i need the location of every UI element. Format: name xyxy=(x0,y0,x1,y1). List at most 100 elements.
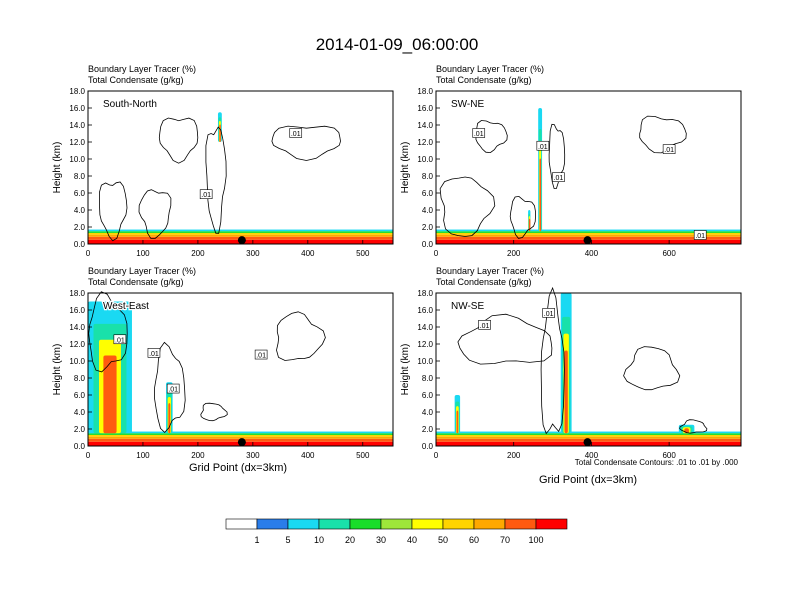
condensate-contour xyxy=(153,341,186,433)
y-tick-label: 0.0 xyxy=(74,240,86,249)
y-tick-label: 10.0 xyxy=(417,155,433,164)
tracer-plume xyxy=(168,403,171,434)
condensate-contour xyxy=(540,286,565,435)
x-tick-label: 500 xyxy=(356,249,370,258)
condensate-contour xyxy=(158,117,199,164)
tracer-plume xyxy=(528,218,531,232)
panels-layer: Boundary Layer Tracer (%)Total Condensat… xyxy=(52,64,742,460)
y-tick-label: 8.0 xyxy=(422,172,434,181)
condensate-contour xyxy=(200,402,228,422)
contour-label: .01 xyxy=(291,131,301,138)
y-tick-label: 14.0 xyxy=(69,121,85,130)
x-tick-label: 100 xyxy=(136,249,150,258)
plot-frame xyxy=(435,90,742,245)
colorbar-label: 70 xyxy=(500,535,510,545)
figure-title: 2014-01-09_06:00:00 xyxy=(316,35,479,54)
tracer-plume xyxy=(103,355,117,434)
x-axis-label-right: Grid Point (dx=3km) xyxy=(539,474,637,486)
condensate-contour xyxy=(679,419,708,434)
colorbar-label: 30 xyxy=(376,535,386,545)
panel-label: SW-NE xyxy=(451,99,484,110)
contour-label-box xyxy=(113,334,127,345)
contour-label: .01 xyxy=(149,351,159,358)
boundary-layer-band xyxy=(436,231,741,233)
y-tick-label: 18.0 xyxy=(417,87,433,96)
boundary-layer-band xyxy=(436,229,741,232)
plot-frame xyxy=(87,292,394,447)
colorbar-swatch xyxy=(504,518,537,530)
y-axis-label: Height (km) xyxy=(400,142,411,194)
y-tick-label: 18.0 xyxy=(69,289,85,298)
y-tick-label: 8.0 xyxy=(74,374,86,383)
contour-label-box xyxy=(478,319,491,330)
y-tick-label: 0.0 xyxy=(74,442,86,451)
x-tick-label: 400 xyxy=(585,451,599,460)
x-tick-label: 0 xyxy=(86,451,91,460)
y-tick-label: 18.0 xyxy=(417,289,433,298)
y-tick-label: 14.0 xyxy=(417,121,433,130)
x-tick-label: 600 xyxy=(662,451,676,460)
panel-south-north: Boundary Layer Tracer (%)Total Condensat… xyxy=(52,64,394,258)
tracer-plume xyxy=(539,158,542,232)
colorbar-swatch xyxy=(318,518,351,530)
y-tick-label: 2.0 xyxy=(74,223,86,232)
y-tick-label: 4.0 xyxy=(422,206,434,215)
x-tick-label: 500 xyxy=(356,451,370,460)
plot-frame xyxy=(87,90,394,245)
x-tick-label: 300 xyxy=(246,249,260,258)
y-tick-label: 4.0 xyxy=(422,408,434,417)
panel-label: NW-SE xyxy=(451,301,484,312)
condensate-contour xyxy=(509,195,536,239)
condensate-contour xyxy=(99,181,128,242)
condensate-contour xyxy=(88,291,128,373)
panel-label: South-North xyxy=(103,99,157,110)
x-tick-label: 200 xyxy=(507,451,521,460)
x-tick-label: 400 xyxy=(301,451,315,460)
contour-label: .01 xyxy=(201,192,211,199)
y-axis-label: Height (km) xyxy=(52,344,63,396)
x-tick-label: 200 xyxy=(191,451,205,460)
y-tick-label: 14.0 xyxy=(417,323,433,332)
boundary-layer-band xyxy=(436,431,741,434)
y-axis-label: Height (km) xyxy=(52,142,63,194)
contour-label: .01 xyxy=(256,353,266,360)
y-tick-label: 6.0 xyxy=(74,189,86,198)
boundary-layer-band xyxy=(436,232,741,235)
x-tick-label: 100 xyxy=(136,451,150,460)
y-tick-label: 6.0 xyxy=(422,391,434,400)
boundary-layer-band xyxy=(436,234,741,237)
colorbar-label: 40 xyxy=(407,535,417,545)
colorbar-swatch xyxy=(256,518,289,530)
condensate-contour xyxy=(138,189,172,239)
contour-label: .01 xyxy=(538,144,548,151)
boundary-layer-band xyxy=(436,436,741,439)
boundary-layer-band xyxy=(88,231,393,233)
contour-label-box xyxy=(693,230,707,240)
y-tick-label: 10.0 xyxy=(69,155,85,164)
colorbar-label: 100 xyxy=(528,535,543,545)
y-tick-label: 12.0 xyxy=(417,138,433,147)
x-tick-label: 600 xyxy=(662,249,676,258)
contour-label: .01 xyxy=(474,131,484,138)
colorbar-label: 20 xyxy=(345,535,355,545)
contour-label-box xyxy=(289,128,303,138)
x-tick-label: 200 xyxy=(507,249,521,258)
boundary-layer-band xyxy=(88,232,393,235)
colorbar-swatch xyxy=(442,518,475,530)
contour-label-box xyxy=(552,172,565,182)
location-marker xyxy=(237,438,246,447)
colorbar: 1 5 10 20 30 40 50 60 70 100 xyxy=(225,518,568,545)
boundary-layer-band xyxy=(436,433,741,435)
colorbar-swatch xyxy=(349,518,382,530)
contour-label-box xyxy=(542,308,555,318)
contour-note: Total Condensate Contours: .01 to .01 by… xyxy=(575,458,739,467)
location-marker xyxy=(583,236,592,245)
x-tick-label: 0 xyxy=(86,249,91,258)
y-tick-label: 16.0 xyxy=(69,104,85,113)
y-tick-label: 12.0 xyxy=(417,340,433,349)
panel-header-tracer: Boundary Layer Tracer (%) xyxy=(436,64,544,74)
boundary-layer-band xyxy=(88,431,393,434)
y-tick-label: 10.0 xyxy=(69,357,85,366)
x-tick-label: 400 xyxy=(585,249,599,258)
